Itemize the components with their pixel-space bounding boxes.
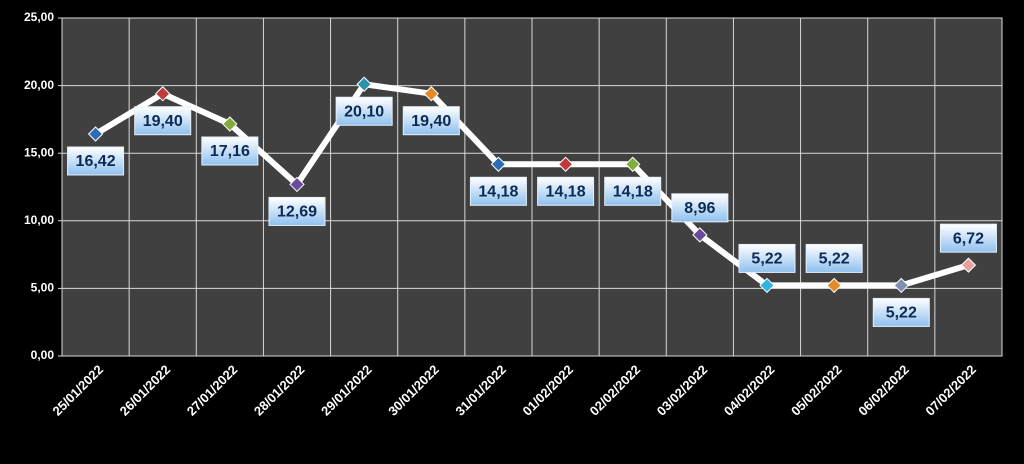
marker — [155, 86, 171, 102]
data-label: 5,22 — [819, 251, 850, 268]
data-label-box — [469, 176, 527, 206]
y-tick-label: 15,00 — [24, 145, 54, 159]
marker — [87, 126, 104, 142]
data-label: 19,40 — [143, 113, 183, 130]
y-tick-label: 10,00 — [24, 213, 54, 227]
data-label: 14,18 — [546, 184, 586, 201]
data-label-box — [268, 196, 326, 226]
data-label-box — [939, 223, 997, 253]
data-label: 17,16 — [210, 143, 250, 160]
data-label: 20,10 — [344, 103, 384, 120]
marker — [826, 277, 842, 294]
data-label-box — [738, 243, 796, 273]
data-label: 19,40 — [411, 113, 451, 130]
data-label-box — [335, 96, 393, 126]
marker — [692, 227, 708, 243]
marker — [960, 257, 977, 273]
data-label: 16,42 — [76, 153, 116, 170]
series-line — [94, 81, 970, 289]
marker — [222, 116, 238, 132]
y-tick-label: 0,00 — [31, 348, 55, 362]
data-label: 5,22 — [886, 305, 917, 322]
data-label: 12,69 — [277, 204, 317, 221]
y-tick-label: 20,00 — [24, 78, 54, 92]
data-label-box — [805, 243, 863, 273]
data-label-box — [604, 176, 662, 206]
marker — [356, 76, 372, 92]
data-label-box — [201, 136, 259, 166]
y-tick-label: 25,00 — [24, 10, 54, 24]
data-label: 14,18 — [613, 184, 653, 201]
marker — [289, 176, 305, 193]
data-label-box — [134, 106, 192, 136]
data-label-box — [402, 106, 460, 136]
plot-border — [61, 17, 1003, 357]
data-label-box — [537, 176, 595, 206]
data-label-box — [671, 193, 729, 223]
data-label-box — [872, 297, 930, 327]
data-label: 14,18 — [478, 184, 518, 201]
marker — [490, 156, 507, 172]
marker — [759, 277, 775, 294]
marker — [557, 156, 574, 172]
marker — [893, 277, 909, 294]
y-tick-label: 5,00 — [31, 281, 55, 295]
data-label-box — [67, 146, 125, 176]
data-label: 8,96 — [684, 200, 715, 217]
marker — [423, 86, 439, 102]
data-label: 5,22 — [751, 251, 782, 268]
data-label: 6,72 — [953, 230, 984, 247]
marker — [625, 156, 641, 172]
